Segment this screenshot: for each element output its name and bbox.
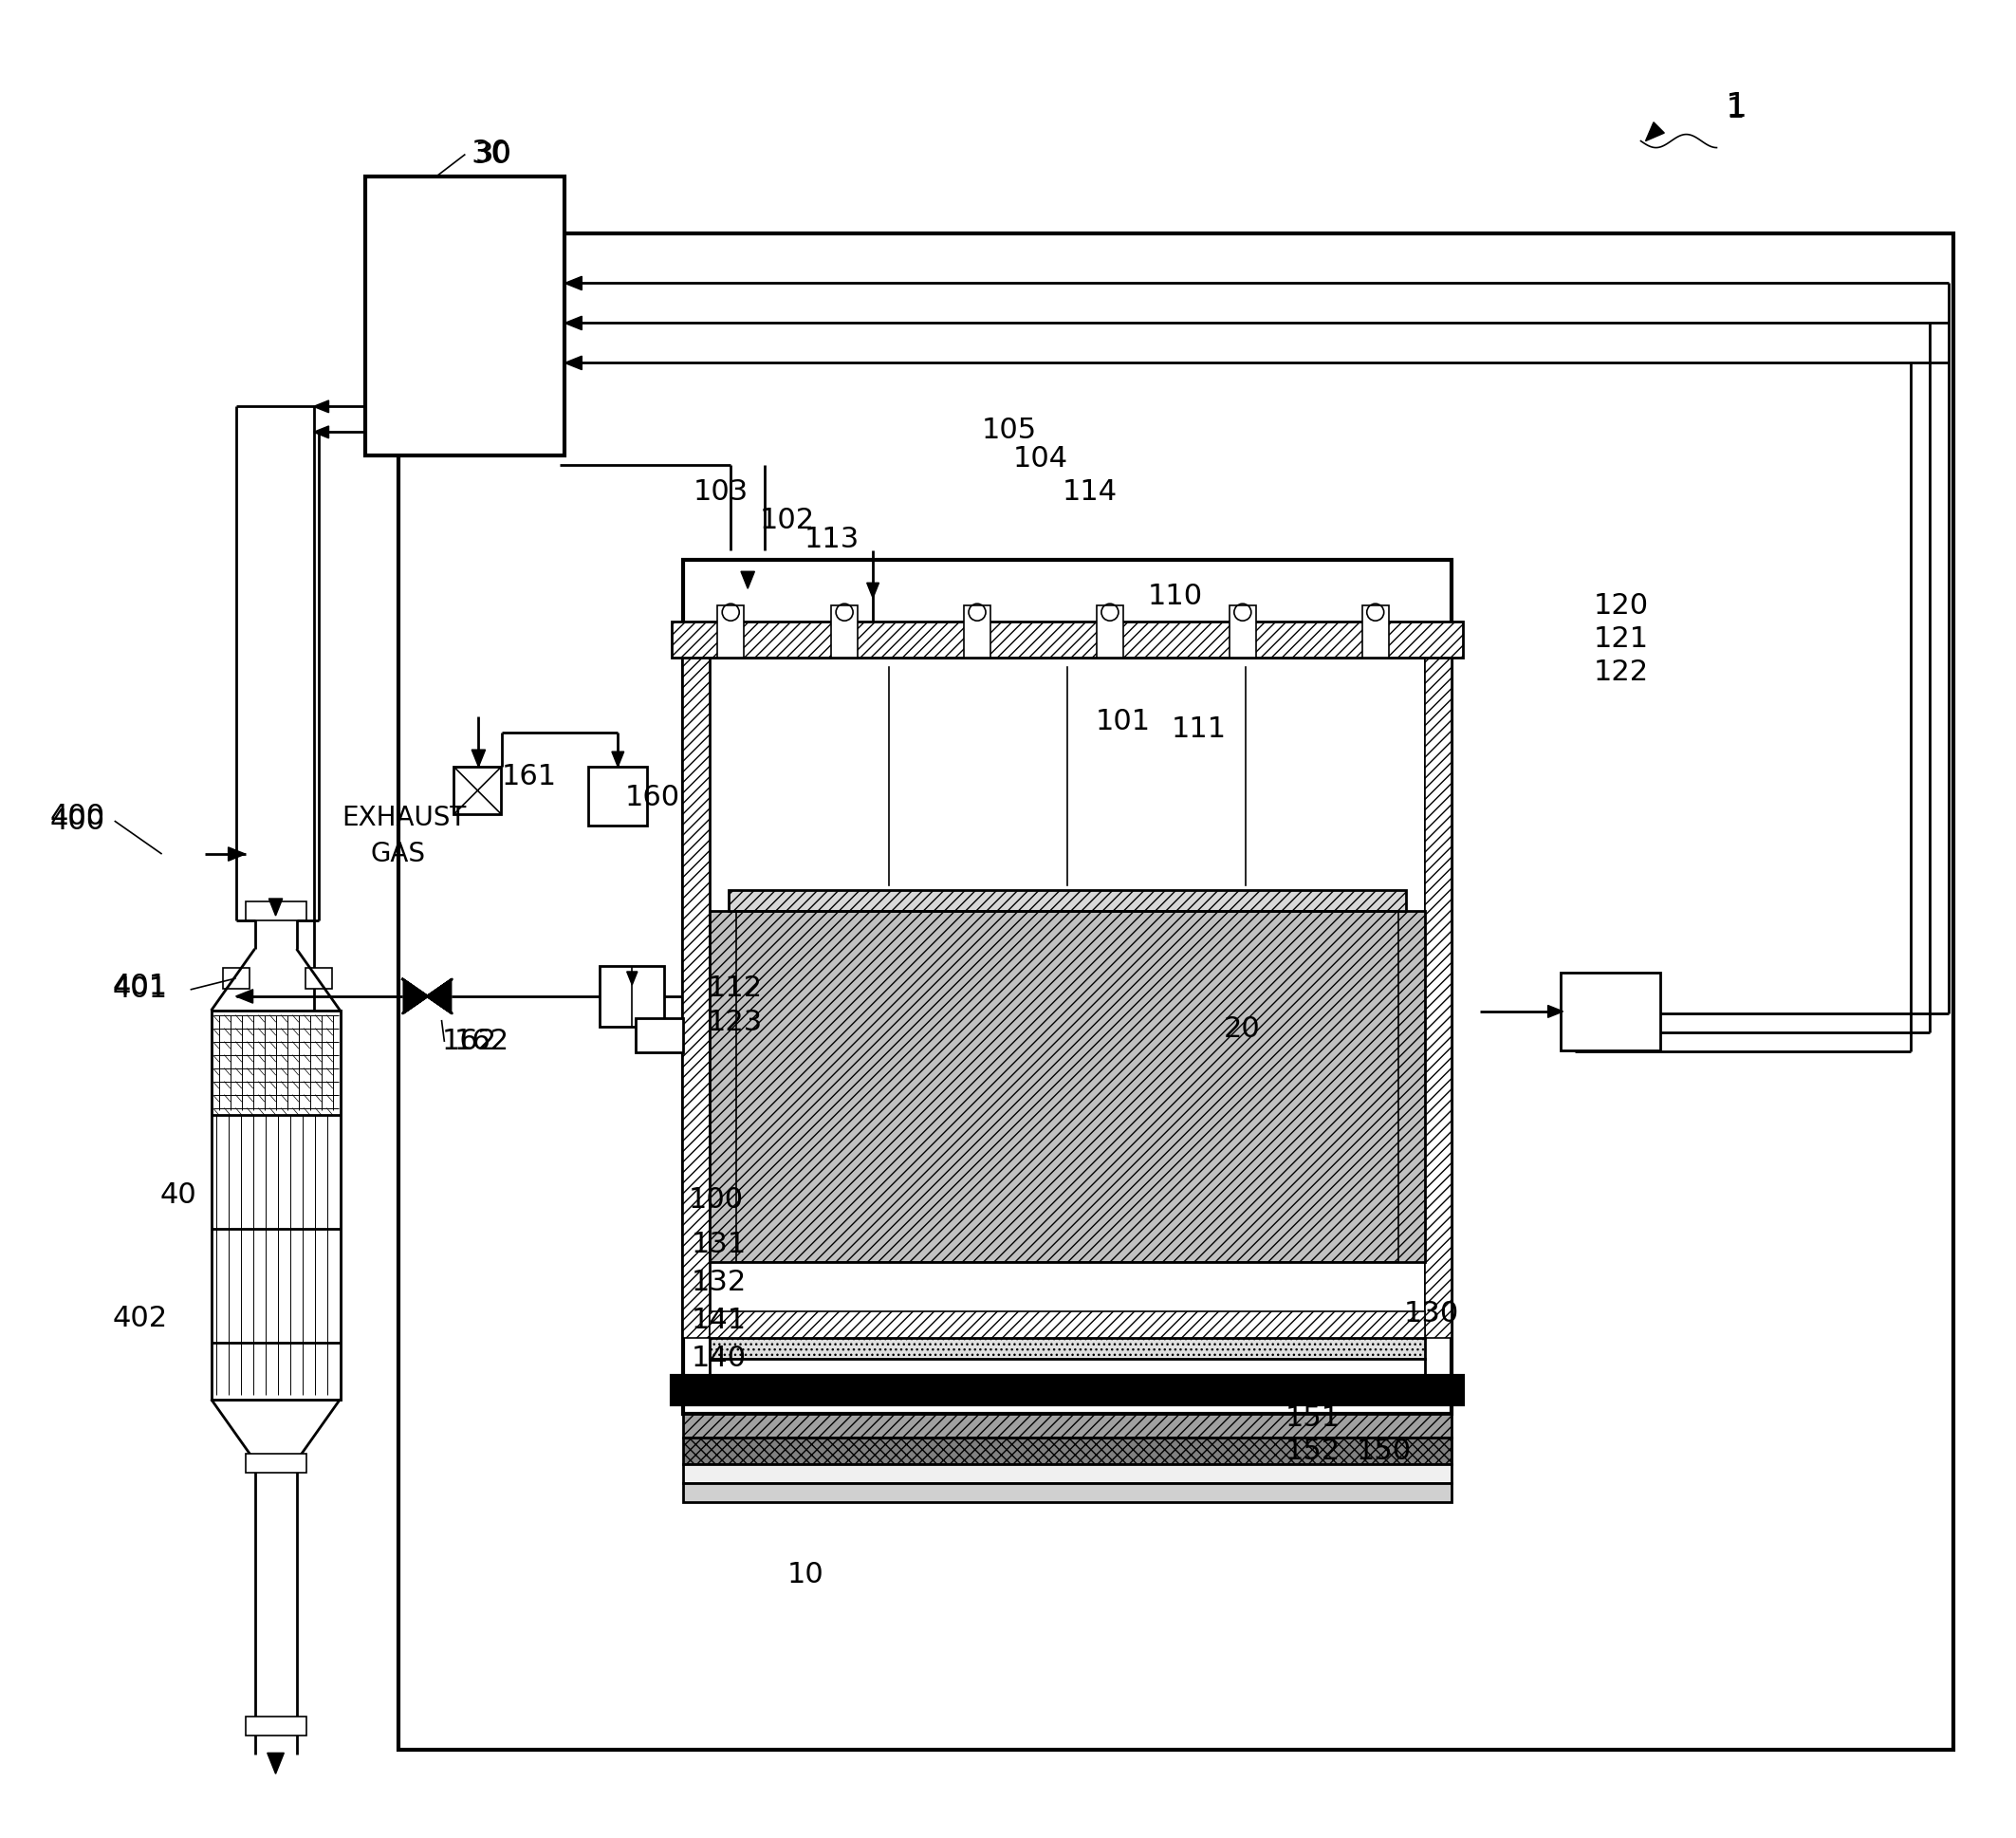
Polygon shape — [564, 276, 583, 290]
Polygon shape — [564, 357, 583, 369]
Text: 105: 105 — [982, 417, 1036, 445]
Text: 401: 401 — [113, 976, 167, 1004]
Text: 100: 100 — [687, 1186, 744, 1213]
Text: 160: 160 — [625, 783, 679, 811]
Bar — [710, 1310, 1425, 1356]
Text: 162: 162 — [442, 1027, 496, 1055]
Text: 104: 104 — [1014, 445, 1068, 472]
Polygon shape — [268, 1753, 284, 1774]
Polygon shape — [867, 583, 879, 597]
Bar — [710, 912, 1425, 1261]
Bar — [710, 1338, 1425, 1358]
Text: 150: 150 — [1357, 1437, 1411, 1465]
Text: 20: 20 — [1224, 1016, 1260, 1044]
Text: 122: 122 — [1593, 658, 1649, 686]
Polygon shape — [268, 899, 282, 915]
Text: 400: 400 — [50, 803, 105, 831]
Polygon shape — [314, 401, 329, 412]
Text: 110: 110 — [1147, 583, 1204, 610]
Bar — [1560, 972, 1659, 1049]
Text: 103: 103 — [694, 478, 748, 505]
Polygon shape — [611, 752, 625, 766]
Text: 162: 162 — [454, 1027, 508, 1055]
Polygon shape — [236, 989, 252, 1004]
Bar — [212, 1011, 341, 1399]
Bar — [246, 1454, 306, 1472]
Text: 161: 161 — [502, 763, 556, 790]
Bar — [1363, 605, 1389, 658]
Bar — [671, 621, 1462, 658]
Polygon shape — [472, 750, 486, 766]
Text: 401: 401 — [113, 972, 167, 1000]
Text: 152: 152 — [1286, 1437, 1341, 1465]
Text: 151: 151 — [1286, 1404, 1341, 1432]
Bar — [601, 967, 665, 1027]
Bar — [736, 912, 1399, 1261]
Text: 114: 114 — [1062, 478, 1117, 505]
Bar — [683, 1463, 1452, 1483]
Bar — [1230, 605, 1256, 658]
Text: GAS: GAS — [371, 840, 425, 868]
Text: 30: 30 — [472, 138, 512, 169]
Polygon shape — [427, 980, 452, 1013]
Text: 102: 102 — [760, 507, 814, 535]
Bar — [222, 969, 250, 989]
Bar — [683, 1483, 1452, 1502]
Bar — [454, 766, 502, 814]
Bar — [964, 605, 990, 658]
Text: 140: 140 — [691, 1345, 746, 1373]
Bar — [671, 1375, 1462, 1404]
Polygon shape — [314, 426, 329, 437]
Text: 131: 131 — [691, 1231, 746, 1259]
Bar — [246, 901, 306, 921]
Text: EXHAUST: EXHAUST — [343, 805, 466, 831]
Bar — [365, 176, 564, 456]
Text: 1: 1 — [1726, 90, 1748, 123]
Bar — [399, 233, 1954, 1750]
Text: 120: 120 — [1593, 592, 1649, 619]
Bar — [304, 969, 331, 989]
Bar — [1097, 605, 1123, 658]
Polygon shape — [403, 980, 427, 1013]
Text: 402: 402 — [113, 1305, 167, 1333]
Bar — [635, 1018, 683, 1051]
Text: 112: 112 — [708, 974, 762, 1002]
Text: 130: 130 — [1403, 1299, 1460, 1327]
Bar — [589, 766, 647, 825]
Bar — [683, 561, 1452, 1413]
Bar — [212, 1011, 341, 1399]
Polygon shape — [742, 572, 754, 588]
Text: 40: 40 — [159, 1182, 198, 1209]
Text: 121: 121 — [1593, 625, 1649, 652]
Text: 132: 132 — [691, 1268, 746, 1296]
Bar — [718, 605, 744, 658]
Bar — [730, 890, 1405, 912]
Text: 400: 400 — [50, 807, 105, 834]
Bar — [1425, 636, 1452, 1338]
Text: 111: 111 — [1171, 715, 1226, 743]
Polygon shape — [564, 316, 583, 329]
Bar — [831, 605, 857, 658]
Bar — [683, 1413, 1452, 1437]
Bar — [710, 658, 1425, 1338]
Text: 141: 141 — [691, 1307, 746, 1334]
Bar — [710, 1358, 1425, 1375]
Polygon shape — [627, 972, 637, 985]
Polygon shape — [1548, 1005, 1562, 1018]
Text: 10: 10 — [788, 1560, 825, 1588]
Text: 123: 123 — [708, 1009, 762, 1037]
Bar — [683, 636, 710, 1338]
Text: 1: 1 — [1726, 96, 1744, 123]
Bar — [683, 1437, 1452, 1463]
Text: 30: 30 — [474, 140, 512, 167]
Text: 113: 113 — [804, 526, 861, 553]
Polygon shape — [1645, 121, 1665, 142]
Bar — [246, 1717, 306, 1735]
Text: 101: 101 — [1095, 708, 1151, 735]
Polygon shape — [228, 847, 246, 860]
